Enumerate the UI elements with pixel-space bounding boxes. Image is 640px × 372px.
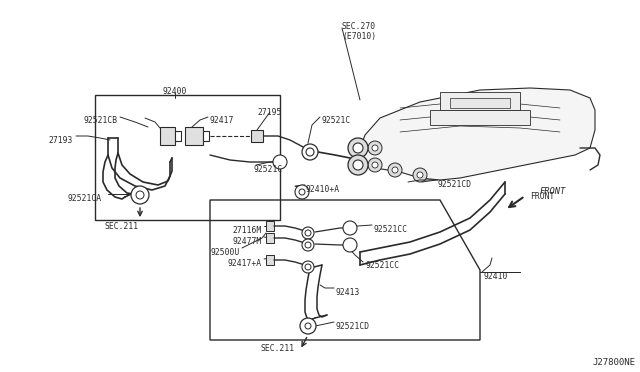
Circle shape <box>302 227 314 239</box>
Circle shape <box>305 264 311 270</box>
Circle shape <box>413 168 427 182</box>
Bar <box>440 92 520 110</box>
Text: SEC.211: SEC.211 <box>105 222 139 231</box>
Circle shape <box>353 143 363 153</box>
Circle shape <box>368 141 382 155</box>
Circle shape <box>295 185 309 199</box>
Bar <box>251 130 263 142</box>
Circle shape <box>372 145 378 151</box>
Bar <box>203 131 209 141</box>
Text: 92521C: 92521C <box>254 165 284 174</box>
Circle shape <box>343 238 357 252</box>
Bar <box>160 127 175 145</box>
Circle shape <box>273 155 287 169</box>
Text: 92400: 92400 <box>163 87 187 96</box>
Bar <box>450 98 510 108</box>
Text: 27193: 27193 <box>49 136 73 145</box>
Circle shape <box>417 172 423 178</box>
Bar <box>266 233 274 243</box>
Text: FRONT: FRONT <box>540 187 566 196</box>
Circle shape <box>136 191 144 199</box>
Polygon shape <box>355 88 595 180</box>
Circle shape <box>348 138 368 158</box>
Circle shape <box>131 186 149 204</box>
Circle shape <box>300 318 316 334</box>
Text: 92417: 92417 <box>210 116 234 125</box>
Bar <box>95 95 280 220</box>
Circle shape <box>368 158 382 172</box>
Circle shape <box>302 239 314 251</box>
Bar <box>185 127 203 145</box>
Text: 92521CD: 92521CD <box>335 322 369 331</box>
Text: 92521C: 92521C <box>322 116 351 125</box>
Text: 92521CA: 92521CA <box>68 194 102 203</box>
Circle shape <box>299 189 305 195</box>
Circle shape <box>353 160 363 170</box>
Text: 92500U: 92500U <box>211 248 240 257</box>
Bar <box>430 110 530 125</box>
Text: 92410+A: 92410+A <box>305 185 339 194</box>
Bar <box>266 255 274 265</box>
Text: 92417+A: 92417+A <box>228 259 262 268</box>
Text: 92521CC: 92521CC <box>365 261 399 270</box>
Text: 92410: 92410 <box>483 272 508 281</box>
Text: FRONT: FRONT <box>530 192 554 201</box>
Text: 27116M: 27116M <box>233 226 262 235</box>
Text: 92521CB: 92521CB <box>84 116 118 125</box>
Circle shape <box>392 167 398 173</box>
Circle shape <box>306 148 314 156</box>
Circle shape <box>305 230 311 236</box>
Text: SEC.270: SEC.270 <box>342 22 376 31</box>
Circle shape <box>305 242 311 248</box>
Bar <box>266 221 274 231</box>
Text: 92521CD: 92521CD <box>438 180 472 189</box>
Text: 92521CC: 92521CC <box>373 225 407 234</box>
Text: 92477M: 92477M <box>233 237 262 246</box>
Circle shape <box>343 221 357 235</box>
Text: (E7010): (E7010) <box>342 32 376 41</box>
Circle shape <box>348 155 368 175</box>
Text: 92413: 92413 <box>335 288 360 297</box>
Circle shape <box>388 163 402 177</box>
Circle shape <box>302 261 314 273</box>
Circle shape <box>372 162 378 168</box>
Bar <box>175 131 181 141</box>
Text: J27800NE: J27800NE <box>592 358 635 367</box>
Text: 27195: 27195 <box>258 108 282 117</box>
Text: SEC.211: SEC.211 <box>261 344 295 353</box>
Circle shape <box>302 144 318 160</box>
Circle shape <box>305 323 311 329</box>
